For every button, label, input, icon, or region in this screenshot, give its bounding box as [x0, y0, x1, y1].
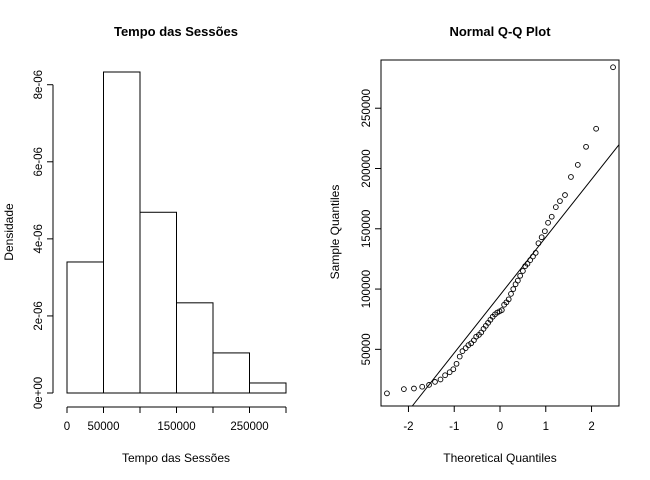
qq-point [532, 250, 539, 256]
qq-point [542, 228, 548, 235]
qq-point [505, 296, 512, 303]
qq-point [545, 219, 551, 226]
qq-point [498, 307, 505, 314]
qq-point [552, 204, 559, 210]
qq-plot-title: Normal Q-Q Plot [449, 24, 551, 39]
histogram-bar [249, 382, 287, 394]
qq-point [401, 386, 407, 392]
histogram-title: Tempo das Sessões [114, 24, 238, 39]
qq-point [446, 369, 453, 376]
histogram-bar [66, 261, 104, 394]
qq-point [432, 379, 438, 385]
histogram-x-axis-label: Tempo das Sessões [122, 451, 230, 465]
qq-point [557, 198, 563, 204]
qq-point [562, 192, 568, 198]
qq-point [459, 348, 466, 354]
qq-point [548, 213, 555, 220]
qq-point [384, 390, 390, 397]
qq-point [530, 253, 536, 260]
qq-y-tick-label: 250000 [361, 89, 373, 127]
histogram-x-tick-label: 0 [64, 421, 70, 433]
qq-point [442, 372, 448, 379]
qq-point [419, 383, 426, 390]
qq-point [610, 64, 616, 71]
qq-point [411, 385, 417, 392]
qq-point [456, 353, 463, 360]
histogram-bar [139, 211, 177, 394]
qq-y-tick-label: 200000 [361, 149, 373, 187]
histogram-bars [66, 71, 287, 394]
histogram-y-tick-label: 2e-06 [33, 301, 45, 330]
histogram-bar [176, 302, 214, 394]
qq-point [517, 272, 523, 279]
qq-y-tick-label: 50000 [361, 333, 373, 365]
histogram-panel: Tempo das Sessões Tempo das Sessões Dens… [2, 24, 287, 465]
histogram-y-tick-label: 6e-06 [33, 147, 45, 176]
histogram-y-axis-label: Densidade [2, 203, 16, 261]
qq-point [462, 345, 469, 351]
qq-x-tick-label: 2 [588, 421, 594, 433]
qq-point [514, 277, 521, 284]
qq-reference-line-group [411, 144, 620, 407]
qq-point [453, 360, 460, 367]
qq-x-tick-label: -2 [403, 421, 413, 433]
qq-point [574, 162, 581, 168]
qq-point [508, 291, 514, 297]
histogram-y-tick-label: 4e-06 [33, 224, 45, 253]
histogram-bar [103, 71, 141, 394]
histogram-x-tick-label: 150000 [157, 421, 195, 433]
qq-point [593, 125, 599, 132]
qq-point [568, 174, 574, 180]
qq-x-axis-label: Theoretical Quantiles [443, 451, 556, 465]
histogram-y-axis: 0e+00 2e-06 4e-06 6e-06 8e-06 [33, 70, 54, 409]
qq-x-axis: -2 -1 0 1 2 [403, 406, 595, 433]
histogram-y-tick-label: 8e-06 [33, 70, 45, 99]
qq-point [510, 286, 517, 292]
qq-points [384, 64, 616, 397]
qq-x-tick-label: -1 [449, 421, 459, 433]
histogram-y-tick-label: 0e+00 [33, 377, 45, 409]
histogram-x-tick-label: 250000 [230, 421, 268, 433]
qq-x-tick-label: 0 [497, 421, 503, 433]
qq-point [535, 240, 542, 247]
qq-y-axis-label: Sample Quantiles [328, 185, 342, 280]
qq-plot-panel: Normal Q-Q Plot Theoretical Quantiles Sa… [328, 24, 620, 465]
qq-x-tick-label: 1 [543, 421, 549, 433]
qq-point [426, 382, 432, 388]
qq-y-axis: 50000 100000 150000 200000 250000 [361, 89, 381, 365]
qq-point [583, 143, 589, 150]
qq-point [527, 257, 534, 263]
qq-point [450, 366, 457, 373]
qq-point [538, 234, 545, 241]
histogram-bar [212, 352, 250, 394]
qq-point [520, 268, 526, 274]
qq-y-tick-label: 150000 [361, 210, 373, 248]
qq-y-tick-label: 100000 [361, 270, 373, 308]
histogram-x-tick-label: 50000 [88, 421, 120, 433]
histogram-x-axis: 0 50000 150000 250000 [64, 406, 287, 433]
qq-reference-line [411, 144, 620, 407]
qq-point [524, 260, 531, 267]
qq-point [437, 376, 444, 383]
qq-plot-frame [380, 59, 620, 407]
